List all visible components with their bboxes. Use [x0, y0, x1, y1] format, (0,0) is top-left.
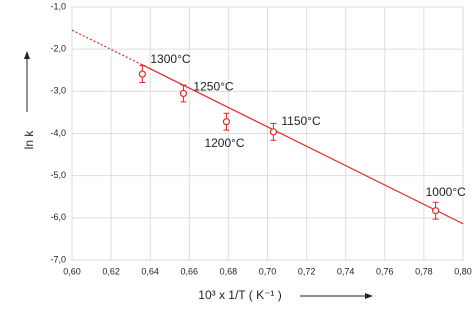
- x-tick-label: 0,68: [220, 266, 238, 276]
- y-tick-label: -3,0: [50, 86, 66, 96]
- y-tick-label: -7,0: [50, 254, 66, 264]
- y-tick-label: -1,0: [50, 1, 66, 11]
- x-axis-label: 10³ x 1/T ( K⁻¹ ): [198, 288, 281, 302]
- y-tick-label: -6,0: [50, 212, 66, 222]
- data-label: 1300°C: [150, 52, 190, 66]
- data-point: [138, 70, 146, 78]
- fit-line: [71, 29, 141, 65]
- x-tick-label: 0,66: [181, 266, 199, 276]
- data-point: [269, 128, 277, 136]
- x-tick-label: 0,64: [141, 266, 159, 276]
- x-tick-label: 0,74: [337, 266, 355, 276]
- data-label: 1000°C: [426, 185, 466, 199]
- data-label: 1200°C: [204, 136, 244, 150]
- y-tick-label: -4,0: [50, 128, 66, 138]
- data-label: 1150°C: [281, 114, 321, 128]
- y-tick-label: -5,0: [50, 170, 66, 180]
- x-tick-label: 0,60: [63, 266, 81, 276]
- fit-line: [140, 63, 464, 225]
- data-point: [179, 89, 188, 98]
- y-axis-label: ln k: [22, 130, 36, 150]
- x-tick-label: 0,80: [454, 266, 472, 276]
- data-point: [432, 207, 440, 215]
- x-tick-label: 0,76: [376, 266, 394, 276]
- y-tick-label: -2,0: [50, 44, 66, 54]
- x-tick-label: 0,72: [298, 266, 316, 276]
- x-tick-label: 0,70: [259, 266, 277, 276]
- x-tick-label: 0,62: [102, 266, 120, 276]
- data-label: 1250°C: [193, 80, 233, 94]
- x-tick-label: 0,78: [415, 266, 433, 276]
- data-point: [222, 118, 231, 126]
